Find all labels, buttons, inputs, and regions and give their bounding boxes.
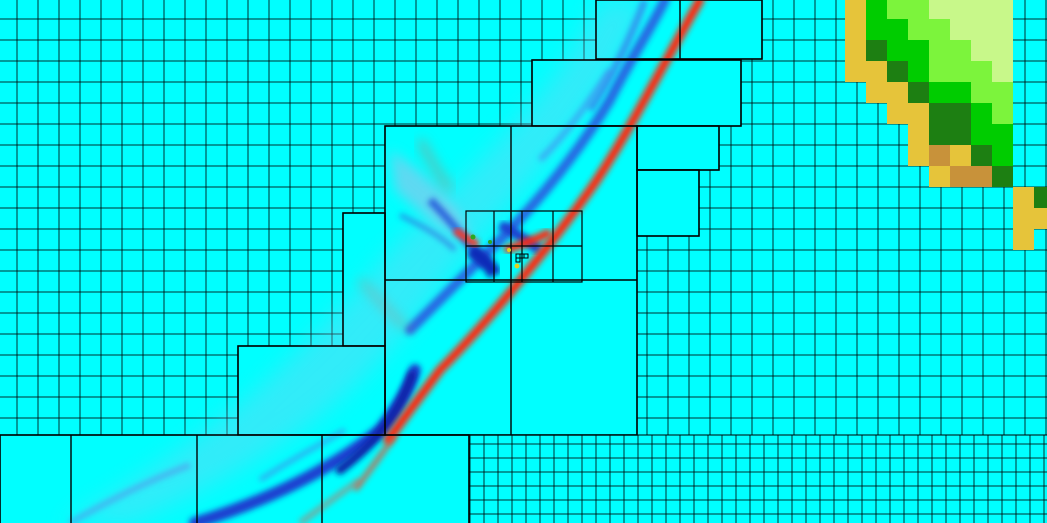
land-cell [1034, 208, 1047, 229]
land-cell [992, 145, 1013, 166]
land-cell [887, 61, 908, 82]
land-cell [950, 82, 971, 103]
land-cell [992, 40, 1013, 61]
land-cell [845, 40, 866, 61]
land-cell [992, 0, 1013, 19]
land-cell [887, 40, 908, 61]
gauge-markers [470, 234, 529, 269]
land-cell [1034, 187, 1047, 208]
land-cell [887, 0, 908, 19]
land-cell [971, 40, 992, 61]
land-cell [992, 19, 1013, 40]
land-cell [950, 0, 971, 19]
land-cell [929, 166, 950, 187]
patch-borders [0, 0, 763, 523]
land-cell [845, 19, 866, 40]
land-cell [866, 0, 887, 19]
wave-field [60, 0, 705, 523]
land-cell [950, 166, 971, 187]
land-cell [929, 0, 950, 19]
land-cell [929, 145, 950, 166]
land-cell [845, 61, 866, 82]
land-cell [866, 82, 887, 103]
land-topography [845, 0, 1047, 250]
land-cell [866, 61, 887, 82]
fine-grid [469, 435, 1047, 523]
land-cell [971, 145, 992, 166]
gauge-marker [514, 263, 520, 269]
land-cell [971, 166, 992, 187]
land-cell [887, 82, 908, 103]
land-cell [929, 124, 950, 145]
land-cell [971, 82, 992, 103]
land-cell [950, 40, 971, 61]
land-cell [929, 19, 950, 40]
land-cell [908, 19, 929, 40]
land-cell [908, 82, 929, 103]
land-cell [887, 19, 908, 40]
land-cell [971, 61, 992, 82]
land-cell [866, 40, 887, 61]
land-cell [992, 103, 1013, 124]
land-cell [971, 124, 992, 145]
gauge-marker [488, 240, 492, 244]
land-cell [929, 61, 950, 82]
land-cell [1013, 208, 1034, 229]
land-cell [908, 0, 929, 19]
land-cell [950, 124, 971, 145]
land-cell [950, 145, 971, 166]
fine-patch-center [465, 210, 583, 283]
land-cell [992, 61, 1013, 82]
land-cell [908, 145, 929, 166]
land-cell [929, 82, 950, 103]
land-cell [845, 0, 866, 19]
land-cell [1013, 229, 1034, 250]
gauge-marker [515, 257, 521, 263]
land-cell [1013, 187, 1034, 208]
gauge-marker [507, 248, 511, 252]
land-cell [929, 103, 950, 124]
land-cell [950, 61, 971, 82]
patch-right-a [636, 125, 720, 171]
land-cell [908, 124, 929, 145]
land-cell [950, 19, 971, 40]
land-cell [992, 166, 1013, 187]
land-cell [950, 103, 971, 124]
land-cell [971, 19, 992, 40]
patch-right-b [636, 169, 700, 237]
land-cell [929, 40, 950, 61]
land-cell [908, 61, 929, 82]
gauge-marker [470, 234, 476, 240]
land-cell [908, 103, 929, 124]
land-cell [971, 103, 992, 124]
land-cell [887, 103, 908, 124]
gauge-marker [523, 253, 529, 259]
land-cell [971, 0, 992, 19]
land-cell [992, 82, 1013, 103]
land-cell [992, 124, 1013, 145]
land-cell [866, 19, 887, 40]
land-cell [908, 40, 929, 61]
